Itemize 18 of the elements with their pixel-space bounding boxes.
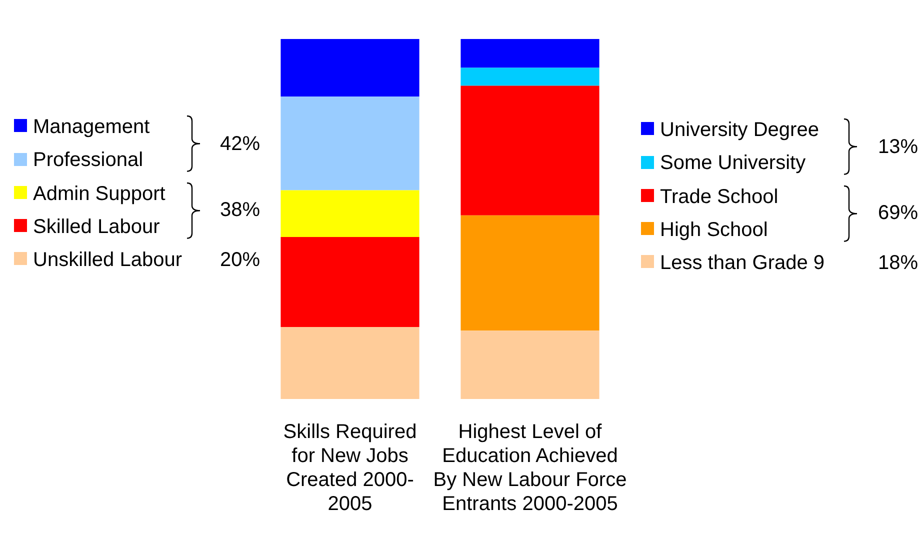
legend-label: Professional bbox=[32, 148, 144, 172]
annotation: 20% bbox=[220, 248, 260, 272]
annotation: 38% bbox=[220, 198, 260, 222]
text: 18% bbox=[878, 251, 918, 276]
legend-label: Some University bbox=[659, 151, 806, 176]
legend-label: Admin Support bbox=[32, 182, 166, 206]
x-tick-label: Highest Level of Education Achieved By New Labour Force Entrants 2000-2005 bbox=[432, 420, 628, 516]
legend-label: Management bbox=[32, 115, 150, 139]
text: 69% bbox=[878, 201, 918, 226]
legend-label: Skilled Labour bbox=[32, 214, 160, 239]
annotation: 42% bbox=[220, 132, 260, 156]
x-tick-label: Skills Required for New Jobs Created 2000-2005 bbox=[282, 420, 418, 516]
legend-label: Trade School bbox=[659, 184, 778, 209]
legend-label: University Degree bbox=[659, 118, 819, 142]
legend-label: High School bbox=[659, 218, 768, 242]
legend-label: Unskilled Labour bbox=[32, 248, 182, 272]
legend-label: Less than Grade 9 bbox=[659, 251, 825, 276]
text: 13% bbox=[878, 134, 918, 159]
